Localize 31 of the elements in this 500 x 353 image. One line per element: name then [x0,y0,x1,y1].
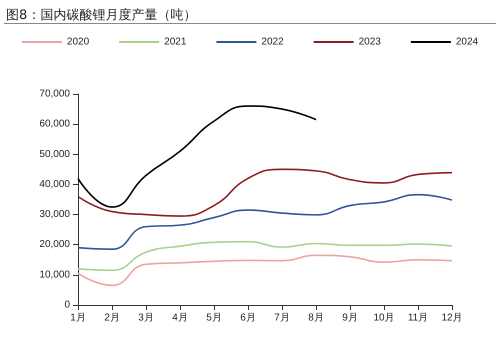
x-tick-label: 4月 [172,312,188,324]
x-tick-label: 5月 [206,312,222,324]
legend-label: 2024 [456,36,479,48]
x-tick-label: 6月 [240,312,256,324]
legend-label: 2023 [358,36,382,48]
x-tick-label: 11月 [408,312,428,324]
x-tick-label: 12月 [441,312,463,324]
legend-label: 2020 [66,36,90,48]
line-series [77,240,453,272]
y-tick-label: 20,000 [39,239,70,250]
x-tick-label: 9月 [342,312,358,324]
x-tick-label: 7月 [274,312,290,324]
legend-label: 2022 [261,36,284,48]
line-series [77,254,453,286]
y-tick-label: 50,000 [39,148,70,160]
line-series [77,105,317,208]
chart-title: 图8：国内碳酸锂月度产量（吨） [6,7,196,24]
y-tick-label: 70,000 [39,88,70,100]
x-tick-label: 1月 [70,312,86,324]
x-tick-label: 8月 [308,312,324,324]
x-tick-label: 2月 [104,312,120,324]
y-tick-label: 30,000 [39,209,70,220]
y-tick-label: 0 [64,300,70,310]
y-tick-label: 10,000 [39,269,70,280]
x-tick-label: 10月 [373,312,395,324]
legend-label: 2021 [164,36,187,48]
y-tick-label: 60,000 [39,118,70,130]
line-series [77,168,453,217]
x-tick-label: 3月 [138,312,154,324]
y-tick-label: 40,000 [39,178,70,190]
line-series [77,194,453,250]
